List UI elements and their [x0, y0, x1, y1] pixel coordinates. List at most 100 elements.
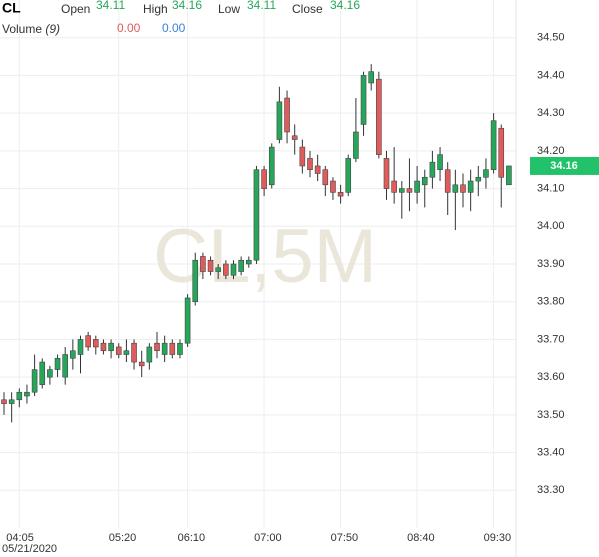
candle-body: [353, 131, 359, 159]
candle-body: [498, 127, 505, 178]
candle-body: [85, 335, 91, 348]
y-tick-label: 34.00: [537, 220, 565, 232]
candle-body: [215, 267, 221, 272]
y-tick-label: 34.30: [537, 107, 565, 119]
price-tag-label: 34.16: [550, 160, 578, 172]
candle-body: [70, 350, 76, 359]
candle-body: [276, 101, 283, 140]
candle-body: [345, 158, 352, 193]
candle-body: [383, 158, 390, 189]
header-label: High: [143, 2, 168, 16]
candle-body: [284, 97, 290, 133]
y-tick-label: 33.90: [537, 258, 565, 270]
header-label: Close: [292, 2, 323, 16]
candle-body: [429, 161, 436, 178]
volume-name: Volume: [2, 22, 42, 36]
volume-label: Volume (9): [2, 22, 60, 36]
candle-body: [467, 180, 474, 193]
price-tag: [530, 156, 599, 175]
candle-body: [177, 342, 183, 355]
candle-body: [131, 342, 137, 363]
candle-body: [16, 391, 23, 401]
candle-body: [291, 135, 298, 140]
candle-body: [360, 75, 367, 125]
candle-body: [184, 297, 191, 344]
symbol: CL: [2, 0, 21, 16]
candle-body: [475, 176, 482, 182]
header-value: 34.11: [247, 0, 276, 12]
candle-body: [200, 256, 206, 272]
candle-body: [268, 146, 275, 186]
candle-body: [444, 169, 451, 193]
candle-body: [261, 169, 267, 189]
y-tick-label: 34.50: [537, 32, 565, 44]
candle-body: [39, 361, 46, 385]
x-tick-label: 05:20: [109, 532, 137, 544]
candle-body: [376, 78, 382, 155]
volume-value: 0.00: [162, 21, 186, 35]
candle-body: [253, 169, 260, 261]
candle-body: [322, 169, 329, 186]
x-tick-label: 04:05: [6, 532, 34, 544]
x-tick-label: 07:00: [254, 532, 282, 544]
candle-body: [490, 120, 497, 171]
candle-body: [138, 361, 145, 367]
candle-body: [54, 357, 61, 370]
candle-body: [77, 339, 84, 355]
candle-body: [1, 399, 7, 404]
candle-body: [31, 369, 38, 393]
candle-body: [337, 192, 344, 197]
y-tick-label: 33.60: [537, 371, 565, 383]
y-tick-label: 33.30: [537, 484, 565, 496]
candle-body: [421, 176, 428, 186]
y-tick-label: 34.10: [537, 182, 565, 194]
x-tick-label: 06:10: [178, 532, 206, 544]
header-value: 34.11: [96, 0, 125, 12]
candle-body: [24, 391, 30, 397]
x-tick-label: 07:50: [331, 532, 359, 544]
candle-body: [146, 346, 153, 363]
candle-body: [223, 263, 229, 276]
candle-body: [452, 184, 459, 193]
candle-body: [207, 259, 214, 272]
volume-period: (9): [45, 22, 60, 36]
x-tick-label: 08:40: [407, 532, 435, 544]
candle-body: [62, 354, 69, 378]
y-tick-label: 34.40: [537, 69, 565, 81]
header-value: 34.16: [172, 0, 202, 12]
header-value: 34.16: [330, 0, 360, 12]
candle-body: [391, 180, 397, 193]
candle-body: [460, 184, 466, 193]
volume-value: 0.00: [117, 21, 141, 35]
watermark: CL,5M: [153, 214, 377, 299]
candle-body: [47, 369, 53, 378]
candle-body: [246, 259, 252, 265]
candle-body: [100, 342, 107, 352]
candle-body: [93, 339, 99, 348]
date-label: 05/21/2020: [2, 543, 57, 555]
candle-body: [483, 169, 489, 178]
y-tick-label: 33.70: [537, 333, 565, 345]
candle-body: [299, 146, 306, 167]
candle-body: [161, 342, 168, 355]
candle-body: [169, 342, 176, 355]
candle-body: [108, 342, 114, 352]
y-tick-label: 33.80: [537, 296, 565, 308]
candle-body: [192, 259, 199, 303]
candle-body: [437, 154, 443, 171]
candle-body: [398, 188, 405, 193]
candle-body: [115, 346, 122, 355]
candle-body: [368, 71, 375, 84]
y-tick-label: 34.20: [537, 145, 565, 157]
candle-body: [238, 259, 244, 272]
candle-body: [307, 158, 313, 171]
candle-body: [506, 165, 512, 186]
candle-body: [406, 188, 413, 193]
candle-body: [123, 350, 130, 355]
candle-body: [154, 342, 160, 352]
candle-body: [414, 180, 420, 193]
y-tick-label: 33.40: [537, 446, 565, 458]
y-tick-label: 33.50: [537, 409, 565, 421]
candle-body: [230, 263, 237, 276]
